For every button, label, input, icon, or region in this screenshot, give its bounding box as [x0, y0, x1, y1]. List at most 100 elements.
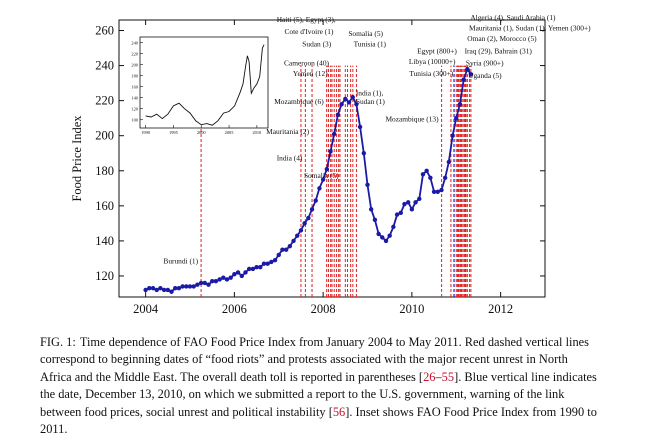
- data-point: [195, 282, 200, 287]
- data-point: [368, 207, 374, 212]
- inset-x-tick-label: 2010: [252, 130, 262, 135]
- inset-y-tick-label: 240: [131, 41, 138, 46]
- data-point: [187, 284, 193, 289]
- event-annotation: Mauritania (1), Sudan (1), Yemen (300+): [469, 24, 591, 33]
- data-point: [250, 266, 256, 272]
- data-point: [265, 261, 270, 266]
- data-point: [380, 235, 385, 240]
- data-point: [228, 275, 233, 280]
- data-point: [191, 284, 196, 289]
- data-point: [154, 287, 159, 293]
- data-point: [339, 101, 344, 107]
- x-tick-label: 2010: [399, 302, 424, 316]
- event-annotation: Tunisia (300+): [409, 69, 453, 78]
- data-point: [272, 257, 278, 263]
- data-point: [435, 189, 440, 195]
- event-annotation: Yemen (12): [293, 69, 328, 78]
- inset-y-tick-label: 160: [131, 85, 138, 90]
- y-tick-label: 180: [95, 164, 114, 178]
- data-point: [309, 207, 315, 212]
- data-point: [209, 279, 215, 284]
- data-point: [468, 72, 474, 77]
- inset-x-tick-label: 2005: [225, 130, 235, 135]
- data-point: [269, 259, 274, 265]
- y-tick-label: 200: [95, 129, 114, 143]
- data-point: [391, 224, 396, 230]
- data-point: [332, 131, 337, 137]
- event-annotation: India (4): [277, 153, 303, 162]
- event-annotation: Haiti (5), Egypt (3),: [277, 15, 336, 24]
- data-point: [184, 284, 189, 289]
- data-point: [313, 198, 318, 203]
- inset-x-tick-label: 1990: [141, 130, 151, 135]
- citation-link-1[interactable]: 26: [423, 369, 436, 384]
- data-point: [446, 159, 452, 165]
- data-point: [276, 252, 281, 258]
- data-point: [365, 182, 370, 187]
- data-point: [280, 247, 285, 252]
- event-annotation: Iraq (29), Bahrain (31): [465, 46, 533, 55]
- data-point: [302, 221, 307, 226]
- plot-area: 2004 2006 2008 2010 2012 120 140 160 180 200 220 24…: [70, 13, 591, 316]
- data-point: [161, 287, 167, 293]
- event-annotation: Sudan (3): [302, 39, 331, 48]
- data-point: [409, 207, 415, 212]
- data-point: [176, 286, 182, 291]
- x-tick-label: 2008: [311, 302, 336, 316]
- inset-frame: [139, 36, 269, 129]
- data-point: [173, 286, 178, 291]
- data-point: [147, 286, 152, 291]
- data-point: [283, 247, 289, 252]
- data-point: [235, 270, 241, 275]
- data-point: [246, 266, 252, 272]
- inset-series-line: [145, 44, 265, 126]
- inset-x-tick-label: 1995: [169, 130, 179, 135]
- data-point: [169, 289, 174, 294]
- data-point: [143, 287, 148, 293]
- event-annotation: Cote d'Ivoire (1): [284, 27, 333, 36]
- x-tick-label: 2012: [488, 302, 513, 316]
- data-point: [320, 177, 326, 182]
- data-point: [206, 282, 211, 287]
- data-point: [217, 277, 222, 282]
- data-point: [420, 172, 426, 177]
- data-point: [376, 231, 381, 237]
- data-point: [357, 124, 363, 130]
- data-point: [150, 286, 156, 291]
- caption-text-1: Time dependence of FAO Food Price Index …: [40, 335, 589, 384]
- data-point: [261, 261, 267, 266]
- event-annotation: Cameroon (40): [284, 59, 329, 68]
- data-point: [324, 166, 330, 172]
- data-point: [232, 272, 237, 277]
- data-point: [394, 212, 400, 217]
- food-price-index-figure: 2004 2006 2008 2010 2012 120 140 160 180 200 220 24…: [70, 13, 591, 316]
- data-point: [224, 277, 230, 282]
- caption-text-2: ]. Blue vertical line indicates the date…: [40, 369, 597, 419]
- event-annotation: Sudan (1): [356, 97, 385, 106]
- data-point: [346, 100, 352, 105]
- y-tick-label: 140: [95, 234, 114, 248]
- data-point: [254, 264, 259, 270]
- data-point: [306, 215, 311, 221]
- x-tick-label: 2006: [222, 302, 247, 316]
- citation-link-2[interactable]: 55: [441, 369, 455, 384]
- data-point: [350, 94, 355, 100]
- data-point: [398, 210, 403, 216]
- event-annotation: Mozambique (13): [385, 115, 439, 124]
- data-point: [239, 273, 244, 279]
- data-point: [431, 189, 437, 195]
- data-point: [328, 149, 333, 154]
- citation-link-3[interactable]: 56: [332, 404, 346, 419]
- data-point: [383, 238, 389, 244]
- inset-y-tick-label: 140: [131, 96, 138, 101]
- caption-text-3: ]. Inset shows FAO Food Price Index from…: [40, 404, 597, 437]
- event-annotation: Burundi (1): [163, 257, 198, 266]
- data-point: [361, 151, 367, 156]
- event-annotation: Egypt (800+): [417, 46, 457, 55]
- data-point: [258, 264, 263, 270]
- data-point: [165, 287, 171, 293]
- y-tick-label: 240: [95, 59, 114, 73]
- data-point: [454, 115, 459, 121]
- data-point: [465, 66, 470, 72]
- event-annotation: Syria (900+): [466, 59, 504, 68]
